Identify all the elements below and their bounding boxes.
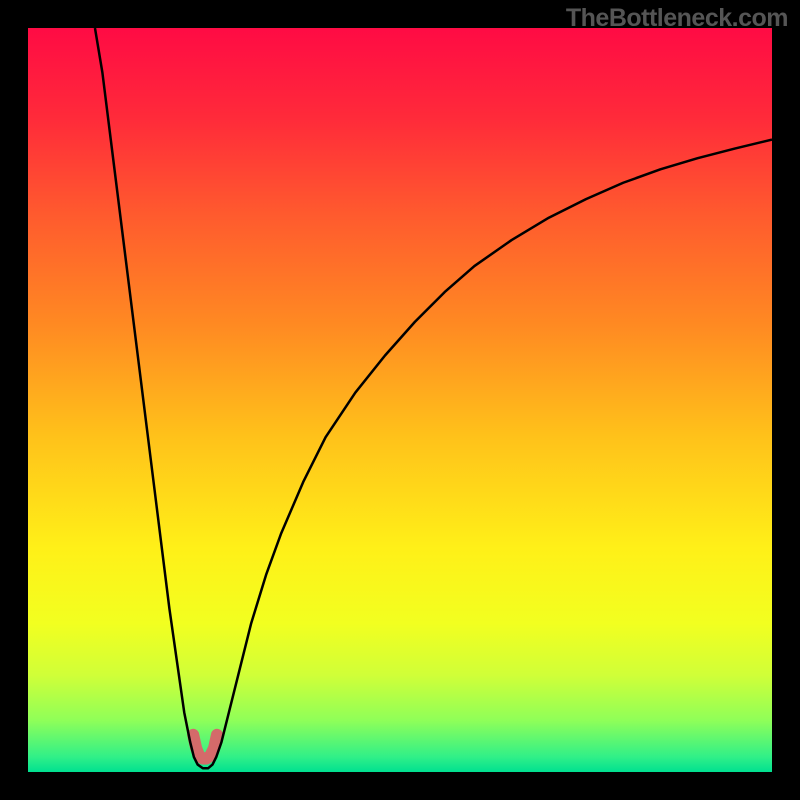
bottleneck-chart [28, 28, 772, 772]
gradient-background [28, 28, 772, 772]
chart-outer-frame: TheBottleneck.com [0, 0, 800, 800]
